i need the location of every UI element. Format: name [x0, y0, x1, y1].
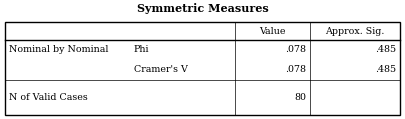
Text: Nominal by Nominal: Nominal by Nominal: [9, 45, 109, 54]
Text: Value: Value: [259, 27, 286, 35]
Text: .485: .485: [375, 45, 396, 54]
Text: Symmetric Measures: Symmetric Measures: [136, 3, 269, 15]
Text: .078: .078: [285, 64, 306, 74]
Text: 80: 80: [294, 93, 306, 102]
Text: Cramer's V: Cramer's V: [134, 64, 188, 74]
Text: .485: .485: [375, 64, 396, 74]
Text: N of Valid Cases: N of Valid Cases: [9, 93, 88, 102]
Text: .078: .078: [285, 45, 306, 54]
Bar: [5, 22, 400, 115]
Text: Approx. Sig.: Approx. Sig.: [325, 27, 385, 35]
Text: Phi: Phi: [134, 45, 149, 54]
